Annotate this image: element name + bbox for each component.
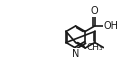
Text: N: N: [72, 49, 79, 59]
Text: CH₃: CH₃: [87, 43, 103, 52]
Text: O: O: [90, 6, 98, 16]
Text: OH: OH: [104, 21, 119, 31]
